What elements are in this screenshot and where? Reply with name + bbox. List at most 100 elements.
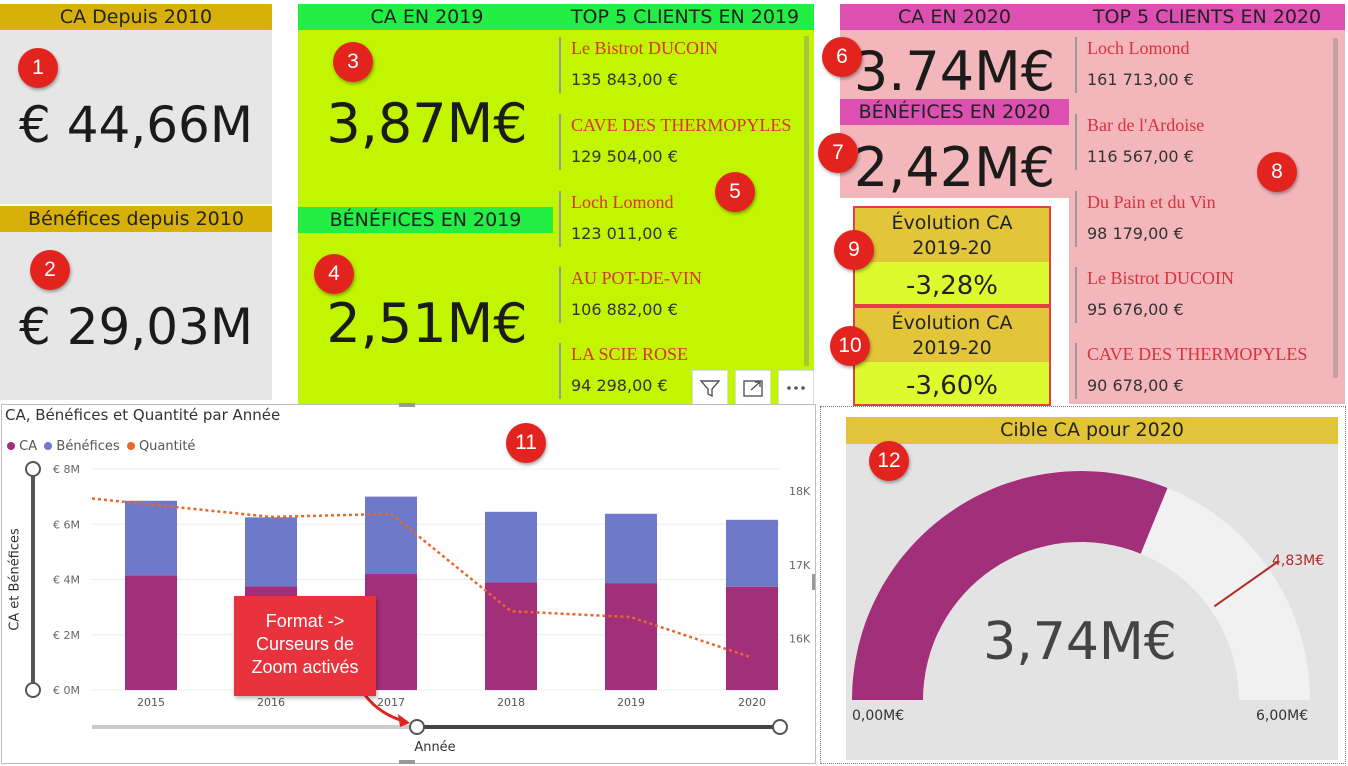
annotation-badge: 11 (506, 423, 546, 463)
bar-benefices (605, 513, 657, 584)
bar-ca (726, 586, 778, 690)
ca-2019-value[interactable]: 3,87M€ (326, 92, 528, 155)
row-accent (1075, 37, 1077, 93)
client-value: 94 298,00 € (571, 376, 668, 395)
filter-icon[interactable] (692, 370, 728, 406)
annotation-badge: 4 (314, 254, 354, 294)
benefices-2019-header: BÉNÉFICES EN 2019 (298, 207, 553, 233)
x-tick-label: 2019 (617, 696, 645, 709)
benefices-2020-header: BÉNÉFICES EN 2020 (840, 99, 1069, 125)
kpi-value: € 44,66M (19, 96, 253, 154)
annotation-badge: 12 (869, 441, 909, 481)
ca-since-2010-card[interactable]: CA Depuis 2010 € 44,66M (0, 4, 272, 204)
client-name: Du Pain et du Vin (1087, 192, 1216, 212)
client-name: CAVE DES THERMOPYLES (1087, 344, 1308, 364)
row-accent (559, 114, 561, 170)
y-tick-label: € 4M (53, 574, 80, 587)
annotation-badge: 1 (18, 48, 58, 88)
evolution-ca-card-2[interactable]: Évolution CA 2019-20 -3,60% (853, 306, 1051, 406)
y-tick-label: € 2M (53, 629, 80, 642)
combo-chart-plot[interactable]: 2015 2016 2017 2018 2019 2020 € 8M € 6M € 4M € 2… (0, 400, 815, 766)
annotation-badge: 6 (822, 37, 862, 77)
x-tick-label: 2015 (137, 696, 165, 709)
evolution-title-line2: 2019-20 (912, 337, 992, 359)
client-name: LA SCIE ROSE (571, 344, 689, 364)
gauge-chart[interactable] (846, 444, 1338, 760)
resize-handle-right[interactable] (812, 574, 815, 590)
row-accent (1075, 343, 1077, 399)
client-value: 95 676,00 € (1087, 300, 1184, 319)
top5-2019-header: TOP 5 CLIENTS EN 2019 (556, 4, 814, 30)
y-zoom-handle-bottom[interactable] (25, 682, 41, 698)
y-tick-label: € 8M (53, 463, 80, 476)
gauge-header: Cible CA pour 2020 (846, 417, 1338, 444)
chart-legend: CA Bénéfices Quantité (7, 439, 195, 454)
annotation-badge: 9 (834, 230, 874, 270)
callout-arrowhead (398, 714, 410, 727)
client-name: AU POT-DE-VIN (571, 268, 702, 288)
more-options-icon[interactable] (778, 370, 814, 406)
bar-benefices (726, 519, 778, 587)
card-header: CA Depuis 2010 (0, 4, 272, 30)
annotation-badge: 7 (818, 133, 858, 173)
row-accent (559, 267, 561, 323)
x-tick-label: 2017 (377, 696, 405, 709)
evolution-ca-card-1[interactable]: Évolution CA 2019-20 -3,28% (853, 206, 1051, 306)
client-name: Bar de l'Ardoise (1087, 115, 1205, 135)
gauge-visual-border (820, 406, 1346, 764)
bar-benefices (485, 511, 537, 583)
resize-handle-top[interactable] (399, 403, 415, 407)
y2-tick-label: 16K (789, 632, 811, 645)
row-accent (559, 343, 561, 399)
gauge-min-label: 0,00M€ (852, 708, 905, 724)
callout-line: Zoom activés (251, 657, 359, 677)
client-name: Loch Lomond (571, 192, 674, 212)
y-zoom-handle-top[interactable] (25, 461, 41, 477)
list-scrollbar[interactable] (804, 36, 809, 366)
list-scrollbar[interactable] (1333, 38, 1338, 378)
annotation-badge: 8 (1257, 152, 1297, 192)
bar-ca (485, 582, 537, 690)
client-value: 90 678,00 € (1087, 376, 1184, 395)
client-value: 98 179,00 € (1087, 224, 1184, 243)
evolution-value: -3,28% (855, 262, 1049, 304)
chart-title: CA, Bénéfices et Quantité par Année (5, 406, 281, 424)
row-accent (1075, 267, 1077, 323)
benefices-since-2010-card[interactable]: Bénéfices depuis 2010 € 29,03M (0, 206, 272, 400)
client-value: 123 011,00 € (571, 224, 678, 243)
x-zoom-handle-left[interactable] (409, 719, 425, 735)
benefices-2019-value[interactable]: 2,51M€ (326, 292, 528, 355)
legend-quantite-label: Quantité (138, 439, 196, 454)
client-name: Loch Lomond (1087, 38, 1190, 58)
ca-2020-value[interactable]: 3.74M€ (853, 40, 1056, 103)
top5-2020-tile (1069, 4, 1345, 404)
client-value: 135 843,00 € (571, 70, 678, 89)
row-accent (1075, 114, 1077, 170)
resize-handle-bottom[interactable] (399, 760, 415, 764)
annotation-badge: 2 (30, 250, 70, 290)
annotation-badge: 5 (715, 172, 755, 212)
client-value: 161 713,00 € (1087, 70, 1194, 89)
x-tick-label: 2020 (738, 696, 766, 709)
gauge-max-label: 6,00M€ (1256, 708, 1309, 724)
y2-tick-label: 18K (789, 485, 811, 498)
kpi-value: € 29,03M (19, 298, 253, 356)
benefices-2020-value[interactable]: 2,42M€ (853, 136, 1056, 199)
ca-2020-header: CA EN 2020 (840, 4, 1069, 30)
legend-ca-label: CA (19, 439, 38, 454)
y-axis-title: CA et Bénéfices (7, 528, 23, 631)
bar-benefices (365, 496, 417, 574)
annotation-badge: 10 (830, 326, 870, 366)
y-tick-label: € 6M (53, 518, 80, 531)
gauge-target-marker (1213, 560, 1279, 608)
client-value: 129 504,00 € (571, 147, 678, 166)
row-accent (559, 37, 561, 93)
x-axis-title: Année (414, 740, 456, 755)
line-quantite (91, 497, 753, 659)
row-accent (1075, 191, 1077, 247)
x-zoom-handle-right[interactable] (772, 719, 788, 735)
bar-benefices (125, 500, 177, 576)
bar-ca (605, 583, 657, 690)
card-header: Bénéfices depuis 2010 (0, 206, 272, 232)
callout-box: Format -> Curseurs de Zoom activés (234, 596, 376, 696)
